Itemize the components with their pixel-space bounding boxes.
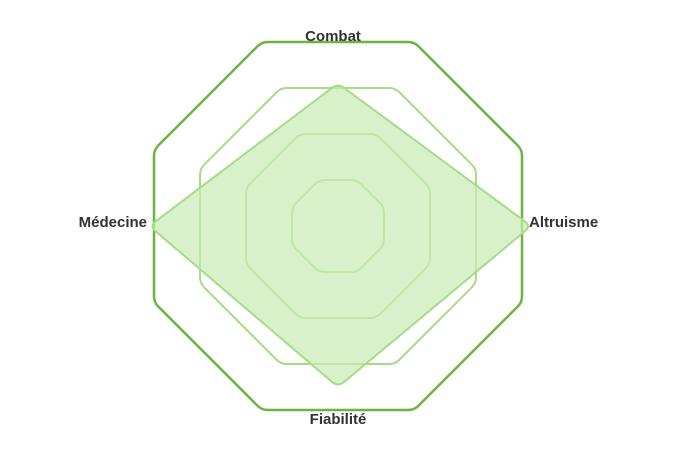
grid-ring-4: [152, 40, 524, 412]
series-area-0: [151, 84, 530, 386]
series-layer: [151, 84, 530, 386]
axis-label-3: Fiabilité: [310, 411, 367, 428]
axis-labels: Combat Altruisme Fiabilité Médecine: [79, 28, 599, 428]
axis-label-1: Combat: [305, 28, 361, 45]
axis-label-4: Médecine: [79, 214, 147, 231]
grid-ring-3: [199, 87, 477, 365]
axis-label-2: Altruisme: [529, 214, 598, 231]
